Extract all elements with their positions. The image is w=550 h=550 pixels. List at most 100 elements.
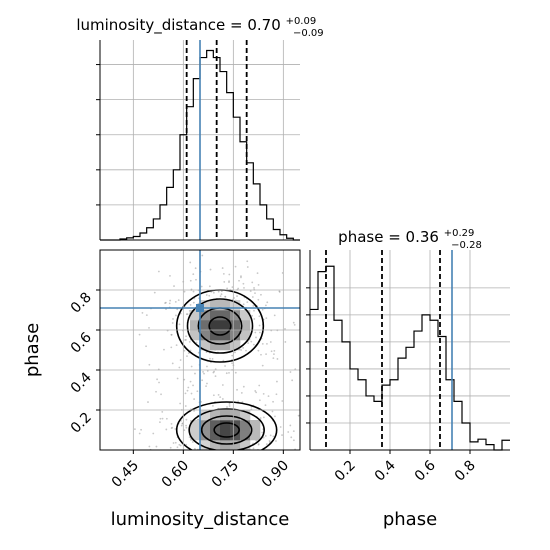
joint-sample-point — [229, 453, 231, 455]
joint-sample-point — [256, 272, 259, 275]
joint-sample-point — [159, 421, 161, 424]
joint-density-cell — [210, 430, 221, 441]
x-tick-label-phase: 0.2 — [332, 458, 359, 485]
joint-sample-point — [262, 392, 265, 395]
joint-density-cell — [200, 340, 211, 351]
joint-sample-point — [189, 380, 192, 383]
joint-sample-point — [200, 459, 202, 461]
joint-sample-point — [159, 417, 162, 420]
joint-sample-point — [165, 417, 168, 420]
joint-sample-point — [253, 287, 255, 289]
joint-sample-point — [243, 286, 245, 289]
joint-sample-point — [171, 456, 173, 458]
joint-sample-point — [190, 365, 193, 368]
joint-sample-point — [200, 484, 202, 486]
phase-title: phase = 0.36 +0.29 −0.28 — [338, 222, 482, 251]
joint-sample-point — [242, 347, 245, 349]
joint-sample-point — [240, 480, 242, 482]
joint-contour-1-3 — [175, 401, 278, 450]
joint-sample-point — [212, 291, 215, 294]
joint-density-cell — [220, 440, 231, 450]
joint-sample-point — [272, 435, 275, 438]
joint-sample-point — [194, 454, 196, 456]
joint-sample-point — [191, 441, 194, 443]
joint-sample-point — [212, 404, 214, 407]
joint-sample-point — [257, 283, 260, 286]
joint-density-cell — [200, 320, 211, 331]
joint-sample-point — [251, 281, 254, 284]
joint-sample-point — [172, 442, 175, 444]
joint-sample-point — [201, 254, 204, 257]
joint-sample-point — [260, 293, 262, 296]
joint-sample-point — [258, 324, 261, 327]
joint-sample-point — [254, 292, 256, 295]
joint-sample-point — [267, 395, 270, 397]
y-tick-label-phase: 0.2 — [68, 410, 95, 437]
y-axis-label-phase: phase — [22, 323, 43, 377]
joint-density-cell — [230, 300, 241, 311]
joint-sample-point — [264, 304, 267, 307]
joint-sample-point — [194, 372, 196, 375]
joint-sample-point — [262, 436, 265, 439]
joint-sample-point — [224, 295, 227, 298]
joint-density-cell — [190, 320, 201, 331]
joint-sample-point — [158, 381, 160, 384]
joint-sample-point — [242, 303, 245, 306]
phase-histogram — [310, 265, 510, 451]
joint-sample-point — [251, 314, 253, 317]
joint-sample-point — [273, 314, 276, 317]
luminosity-distance-title: luminosity_distance = 0.70 +0.09 −0.09 — [76, 10, 323, 39]
joint-sample-point — [224, 365, 226, 367]
x-tick-label-phase: 0.4 — [372, 457, 399, 484]
joint-sample-point — [242, 385, 245, 388]
joint-sample-point — [281, 434, 283, 436]
joint-sample-point — [225, 372, 228, 375]
joint-sample-point — [134, 428, 136, 431]
joint-sample-point — [140, 428, 142, 431]
joint-sample-point — [177, 488, 179, 490]
joint-density-cell — [210, 410, 221, 421]
joint-sample-point — [294, 368, 297, 371]
joint-sample-point — [231, 362, 233, 365]
joint-density-cell — [230, 410, 241, 421]
joint-sample-point — [184, 392, 187, 395]
joint-density-cell — [210, 310, 221, 321]
joint-sample-point — [153, 291, 156, 294]
joint-sample-point — [138, 432, 141, 435]
joint-sample-point — [201, 379, 204, 382]
joint-contour-1-1 — [200, 415, 253, 445]
joint-sample-point — [176, 377, 179, 380]
joint-density-cell — [240, 310, 251, 321]
joint-sample-point — [206, 365, 208, 368]
phase-histogram-panel — [306, 250, 510, 451]
joint-sample-point — [214, 368, 217, 371]
joint-sample-point — [234, 265, 237, 268]
joint-sample-point — [176, 446, 179, 449]
joint-sample-point — [281, 400, 284, 402]
joint-sample-point — [183, 429, 186, 432]
joint-density-cell — [200, 430, 211, 441]
joint-sample-point — [289, 371, 292, 373]
joint-sample-point — [292, 439, 295, 442]
joint-density-cell — [250, 430, 261, 441]
joint-sample-point — [252, 343, 255, 346]
joint-sample-point — [195, 278, 197, 281]
joint-sample-point — [180, 424, 183, 427]
joint-density-cell — [220, 410, 231, 421]
joint-sample-point — [171, 322, 174, 324]
joint-sample-point — [265, 353, 267, 356]
joint-sample-point — [262, 416, 265, 419]
x-tick-label-phase: 0.8 — [452, 458, 479, 485]
joint-sample-point — [237, 287, 240, 290]
joint-sample-point — [261, 431, 264, 434]
joint-sample-point — [284, 341, 287, 343]
joint-sample-point — [179, 444, 182, 447]
joint-density-cell — [240, 430, 251, 441]
joint-sample-point — [318, 399, 320, 401]
joint-density-cell — [190, 430, 201, 441]
joint-sample-point — [193, 447, 196, 450]
joint-sample-point — [170, 427, 173, 430]
joint-density-cell — [230, 330, 241, 341]
joint-density-cell — [220, 420, 231, 431]
joint-density-cell — [210, 320, 221, 331]
